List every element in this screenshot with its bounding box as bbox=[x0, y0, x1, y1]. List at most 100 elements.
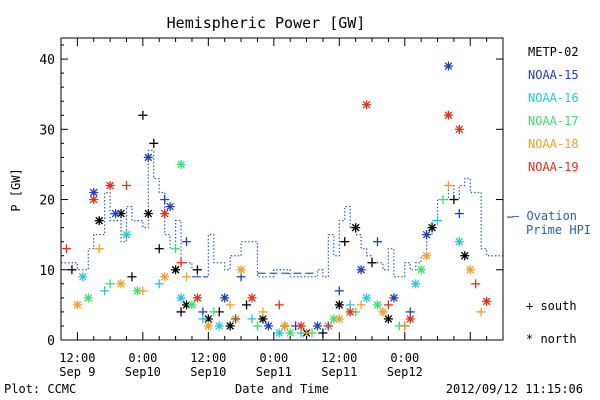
metp-02-north-point bbox=[351, 223, 361, 233]
metp-02-south-point bbox=[176, 307, 186, 317]
noaa-15-south-point bbox=[334, 286, 344, 296]
legend-item-noaa-16: NOAA-16 bbox=[528, 91, 579, 105]
y-tick-label: 0 bbox=[47, 334, 55, 349]
noaa-15-south-point bbox=[372, 237, 382, 247]
noaa-19-south-point bbox=[121, 180, 131, 190]
noaa-18-north-point bbox=[203, 321, 213, 331]
metp-02-south-point bbox=[340, 237, 350, 247]
legend-ovation-line2: Prime HPI bbox=[526, 223, 591, 237]
noaa-17-south-point bbox=[105, 279, 115, 289]
noaa-17-north-point bbox=[187, 300, 197, 310]
metp-02-north-point bbox=[258, 314, 268, 324]
x-tick-label-time: 12:00 bbox=[321, 351, 357, 365]
noaa-16-north-point bbox=[176, 293, 186, 303]
noaa-18-south-point bbox=[94, 244, 104, 254]
metp-02-south-point bbox=[127, 272, 137, 282]
noaa-15-north-point bbox=[312, 321, 322, 331]
noaa-15-north-point bbox=[89, 188, 99, 198]
noaa-15-south-point bbox=[160, 195, 170, 205]
metp-02-north-point bbox=[94, 216, 104, 226]
x-tick-label-date: Sep12 bbox=[387, 365, 423, 379]
satellite-points bbox=[61, 61, 492, 338]
noaa-16-north-point bbox=[411, 279, 421, 289]
metp-02-north-point bbox=[143, 209, 153, 219]
y-axis-label: P [GW] bbox=[9, 168, 23, 211]
noaa-17-south-point bbox=[438, 195, 448, 205]
noaa-18-north-point bbox=[378, 307, 388, 317]
noaa-15-north-point bbox=[422, 230, 432, 240]
noaa-18-south-point bbox=[182, 272, 192, 282]
noaa-18-south-point bbox=[356, 300, 366, 310]
x-tick-label-time: 12:00 bbox=[59, 351, 95, 365]
x-tick-label-date: Sep10 bbox=[125, 365, 161, 379]
metp-02-north-point bbox=[383, 314, 393, 324]
noaa-19-north-point bbox=[160, 209, 170, 219]
legend-ovation-line1: – Ovation bbox=[512, 209, 577, 223]
legend-south: + south bbox=[526, 299, 577, 313]
noaa-19-south-point bbox=[231, 314, 241, 324]
noaa-15-south-point bbox=[182, 237, 192, 247]
legend-item-metp-02: METP-02 bbox=[528, 45, 579, 59]
noaa-16-north-point bbox=[362, 293, 372, 303]
noaa-17-south-point bbox=[252, 321, 262, 331]
noaa-16-north-point bbox=[214, 321, 224, 331]
noaa-18-south-point bbox=[302, 328, 312, 338]
metp-02-south-point bbox=[149, 138, 159, 148]
y-tick-label: 20 bbox=[39, 194, 55, 209]
noaa-18-north-point bbox=[334, 314, 344, 324]
noaa-15-north-point bbox=[165, 202, 175, 212]
x-tick-label-time: 0:00 bbox=[259, 351, 288, 365]
noaa-18-north-point bbox=[280, 321, 290, 331]
plot-credit: Plot: CCMC bbox=[4, 382, 76, 396]
noaa-17-north-point bbox=[372, 300, 382, 310]
noaa-17-north-point bbox=[285, 328, 295, 338]
metp-02-south-point bbox=[154, 244, 164, 254]
plot-timestamp: 2012/09/12 11:15:06 bbox=[446, 382, 583, 396]
x-tick-label-time: 0:00 bbox=[390, 351, 419, 365]
noaa-15-north-point bbox=[263, 321, 273, 331]
noaa-19-south-point bbox=[61, 244, 71, 254]
metp-02-north-point bbox=[334, 300, 344, 310]
metp-02-south-point bbox=[192, 265, 202, 275]
noaa-16-south-point bbox=[433, 216, 443, 226]
noaa-18-south-point bbox=[225, 300, 235, 310]
legend-north: * north bbox=[526, 332, 577, 346]
metp-02-south-point bbox=[67, 265, 77, 275]
y-axis: 0 10 20 30 40 bbox=[39, 44, 503, 349]
noaa-19-north-point bbox=[482, 296, 492, 306]
x-axis-label: Date and Time bbox=[235, 382, 329, 396]
metp-02-south-point bbox=[318, 328, 328, 338]
noaa-18-north-point bbox=[116, 279, 126, 289]
x-tick-label-date: Sep 9 bbox=[59, 365, 95, 379]
noaa-19-north-point bbox=[454, 124, 464, 134]
x-tick-label-date: Sep11 bbox=[256, 365, 292, 379]
x-tick-label-date: Sep11 bbox=[321, 365, 357, 379]
noaa-18-north-point bbox=[422, 251, 432, 261]
noaa-19-north-point bbox=[192, 293, 202, 303]
noaa-17-south-point bbox=[171, 244, 181, 254]
noaa-19-south-point bbox=[176, 258, 186, 268]
noaa-15-north-point bbox=[143, 152, 153, 162]
noaa-15-north-point bbox=[220, 293, 230, 303]
metp-02-north-point bbox=[460, 251, 470, 261]
noaa-16-south-point bbox=[100, 286, 110, 296]
x-tick-label-time: 12:00 bbox=[190, 351, 226, 365]
y-tick-label: 10 bbox=[39, 264, 55, 279]
noaa-15-north-point bbox=[111, 209, 121, 219]
noaa-18-north-point bbox=[72, 300, 82, 310]
noaa-16-north-point bbox=[121, 230, 131, 240]
noaa-19-south-point bbox=[323, 321, 333, 331]
noaa-19-north-point bbox=[362, 100, 372, 110]
legend-item-noaa-18: NOAA-18 bbox=[528, 137, 579, 151]
plot-frame bbox=[60, 37, 504, 341]
noaa-16-north-point bbox=[274, 328, 284, 338]
legend: – Ovation Prime HPI + south * north METP… bbox=[512, 45, 591, 346]
noaa-19-north-point bbox=[296, 321, 306, 331]
noaa-19-north-point bbox=[405, 314, 415, 324]
noaa-19-south-point bbox=[471, 279, 481, 289]
noaa-18-north-point bbox=[465, 265, 475, 275]
noaa-18-south-point bbox=[400, 321, 410, 331]
noaa-17-north-point bbox=[416, 265, 426, 275]
noaa-18-south-point bbox=[138, 286, 148, 296]
